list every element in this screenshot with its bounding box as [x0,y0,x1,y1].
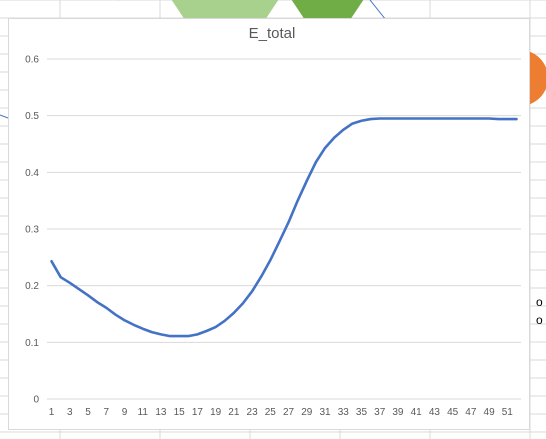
x-tick-label: 35 [356,407,368,418]
x-tick-label: 27 [283,407,295,418]
x-tick-label: 11 [138,407,149,418]
x-tick-label: 31 [319,407,331,418]
x-tick-label: 17 [192,407,204,418]
y-tick-label: 0.4 [25,168,39,179]
x-tick-label: 47 [465,407,477,418]
green-hexagon-shape [291,0,364,20]
x-tick-label: 1 [49,407,55,418]
x-tick-label: 37 [374,407,386,418]
x-tick-label: 19 [210,407,222,418]
y-tick-label: 0.5 [25,111,39,122]
y-tick-label: 0 [33,395,39,406]
x-tick-label: 23 [247,407,259,418]
cell-text-fragment: o [536,313,543,327]
x-tick-label: 41 [411,407,423,418]
x-tick-label: 33 [338,407,350,418]
y-gridlines [47,58,521,400]
x-tick-label: 3 [67,407,73,418]
x-axis-tick-labels: 1 3 5 7 9 11 13 15 17 19 21 23 25 27 29 31 33 35 37 39 41 43 4… [49,407,514,418]
series-line [50,117,518,338]
y-tick-label: 0.1 [25,338,39,349]
connector-line-mid-left [0,114,9,119]
chart-area[interactable]: E_total 0 0.1 0.2 0.3 0.4 0.5 0.6 1 3 5 7 9 11 13 15 1… [8,18,530,430]
x-tick-label: 43 [429,407,441,418]
y-tick-label: 0.3 [25,225,39,236]
x-tick-label: 45 [447,407,459,418]
y-tick-label: 0.2 [25,281,39,292]
x-tick-label: 5 [85,407,91,418]
x-tick-label: 21 [228,407,240,418]
x-tick-label: 9 [122,407,128,418]
x-tick-label: 51 [502,407,514,418]
light-green-hexagon-shape [171,0,279,20]
x-tick-label: 7 [103,407,109,418]
x-tick-label: 25 [265,407,277,418]
x-tick-label: 29 [301,407,313,418]
x-tick-label: 15 [174,407,186,418]
y-tick-label: 0.6 [25,55,39,66]
y-axis-tick-labels: 0 0.1 0.2 0.3 0.4 0.5 0.6 [25,55,39,406]
x-tick-label: 39 [392,407,404,418]
chart-title: E_total [249,25,296,42]
cell-text-fragment: o [536,295,543,309]
x-tick-label: 13 [155,407,167,418]
x-tick-label: 49 [484,407,496,418]
line-chart: E_total 00.10.20.30.40.50.6 1 3 5 7 9 11 13 15 1… [25,25,521,418]
